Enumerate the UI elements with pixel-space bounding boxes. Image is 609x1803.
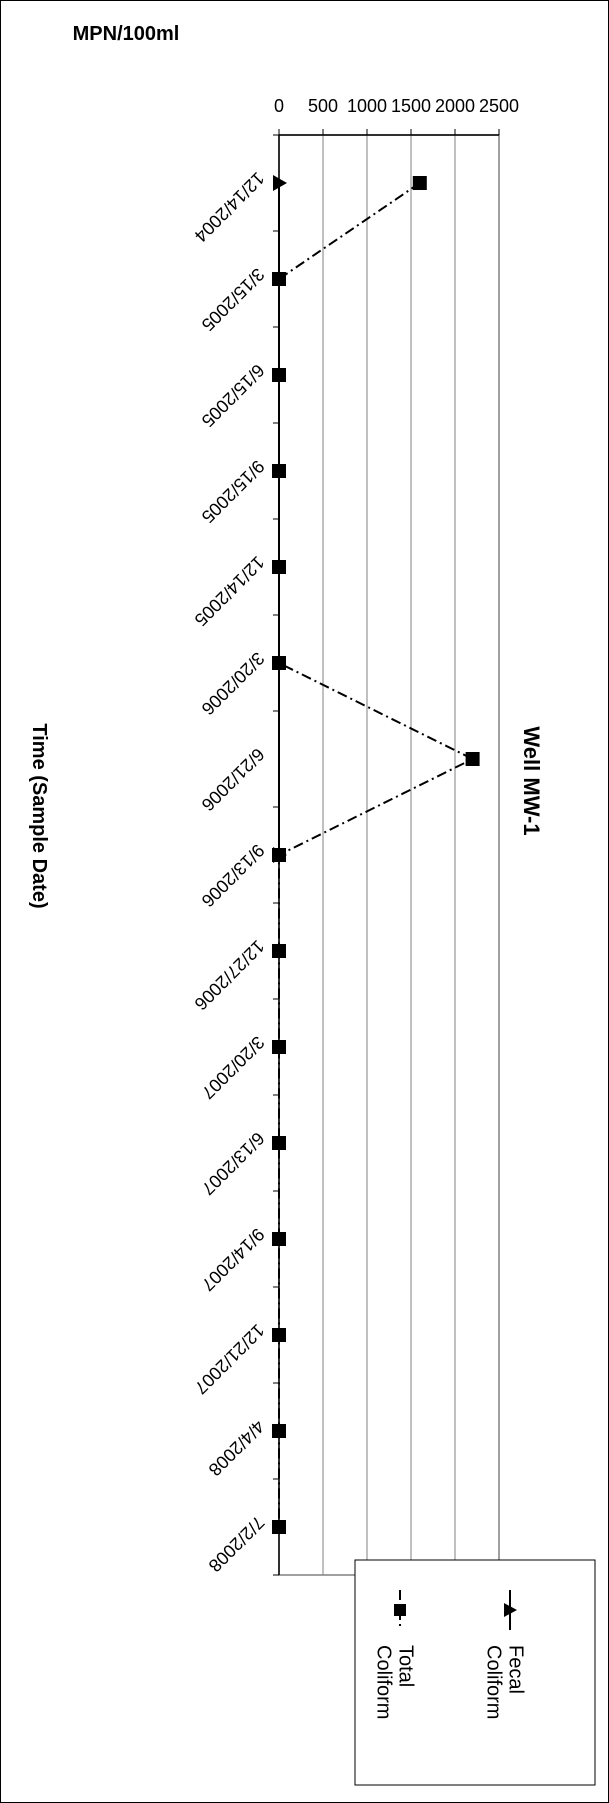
legend-label: Fecal [505, 1645, 527, 1694]
data-point-total-coliform [272, 272, 286, 286]
data-point-total-coliform [272, 1040, 286, 1054]
data-point-total-coliform [272, 656, 286, 670]
data-point-total-coliform [466, 752, 480, 766]
x-tick-label: 6/15/2005 [198, 360, 269, 431]
x-tick-label: 3/20/2006 [198, 648, 269, 719]
x-tick-label: 3/20/2007 [198, 1032, 269, 1103]
data-point-total-coliform [272, 560, 286, 574]
chart-title: Well MW-1 [519, 726, 544, 835]
y-axis-label: MPN/100ml [73, 23, 180, 45]
data-point-total-coliform [272, 1424, 286, 1438]
data-point-total-coliform [272, 1520, 286, 1534]
x-tick-label: 6/13/2007 [198, 1128, 269, 1199]
data-point-total-coliform [272, 848, 286, 862]
y-tick-label: 1500 [391, 96, 431, 116]
x-axis-label: Time (Sample Date) [28, 723, 50, 908]
x-tick-label: 12/27/2006 [190, 936, 268, 1014]
data-point-total-coliform [272, 1136, 286, 1150]
data-point-total-coliform [272, 464, 286, 478]
data-point-total-coliform [272, 1328, 286, 1342]
legend-label: Coliform [483, 1645, 505, 1719]
legend-marker-square [394, 1604, 406, 1616]
x-tick-label: 12/14/2004 [190, 168, 268, 246]
x-tick-label: 6/21/2006 [198, 744, 269, 815]
plot-border [279, 135, 499, 1575]
chart-rotated-group: Well MW-1 0 500 1000 1500 2000 2500 12/14/2004… [28, 23, 595, 1785]
x-tick-label: 12/21/2007 [190, 1320, 268, 1398]
y-tick-label: 2000 [435, 96, 475, 116]
plot-area: 0 500 1000 1500 2000 2500 12/14/2004 3/15/2005 6… [190, 96, 519, 1576]
y-tick-label: 0 [274, 96, 284, 116]
legend-label: Coliform [373, 1645, 395, 1719]
data-point-total-coliform [413, 176, 427, 190]
x-tick-label: 9/13/2006 [198, 840, 269, 911]
x-tick-label: 9/14/2007 [198, 1224, 269, 1295]
x-tick-label: 3/15/2005 [198, 264, 269, 335]
y-tick-label: 1000 [347, 96, 387, 116]
data-point-total-coliform [272, 1232, 286, 1246]
y-tick-label: 2500 [479, 96, 519, 116]
x-tick-label: 4/4/2008 [205, 1416, 269, 1480]
x-tick-label: 7/2/2008 [205, 1512, 269, 1576]
y-tick-label: 500 [308, 96, 338, 116]
legend-label: Total [395, 1645, 417, 1687]
data-point-total-coliform [272, 368, 286, 382]
data-point-total-coliform [272, 944, 286, 958]
x-tick-label: 9/15/2005 [198, 456, 269, 527]
x-tick-label: 12/14/2005 [190, 552, 268, 630]
